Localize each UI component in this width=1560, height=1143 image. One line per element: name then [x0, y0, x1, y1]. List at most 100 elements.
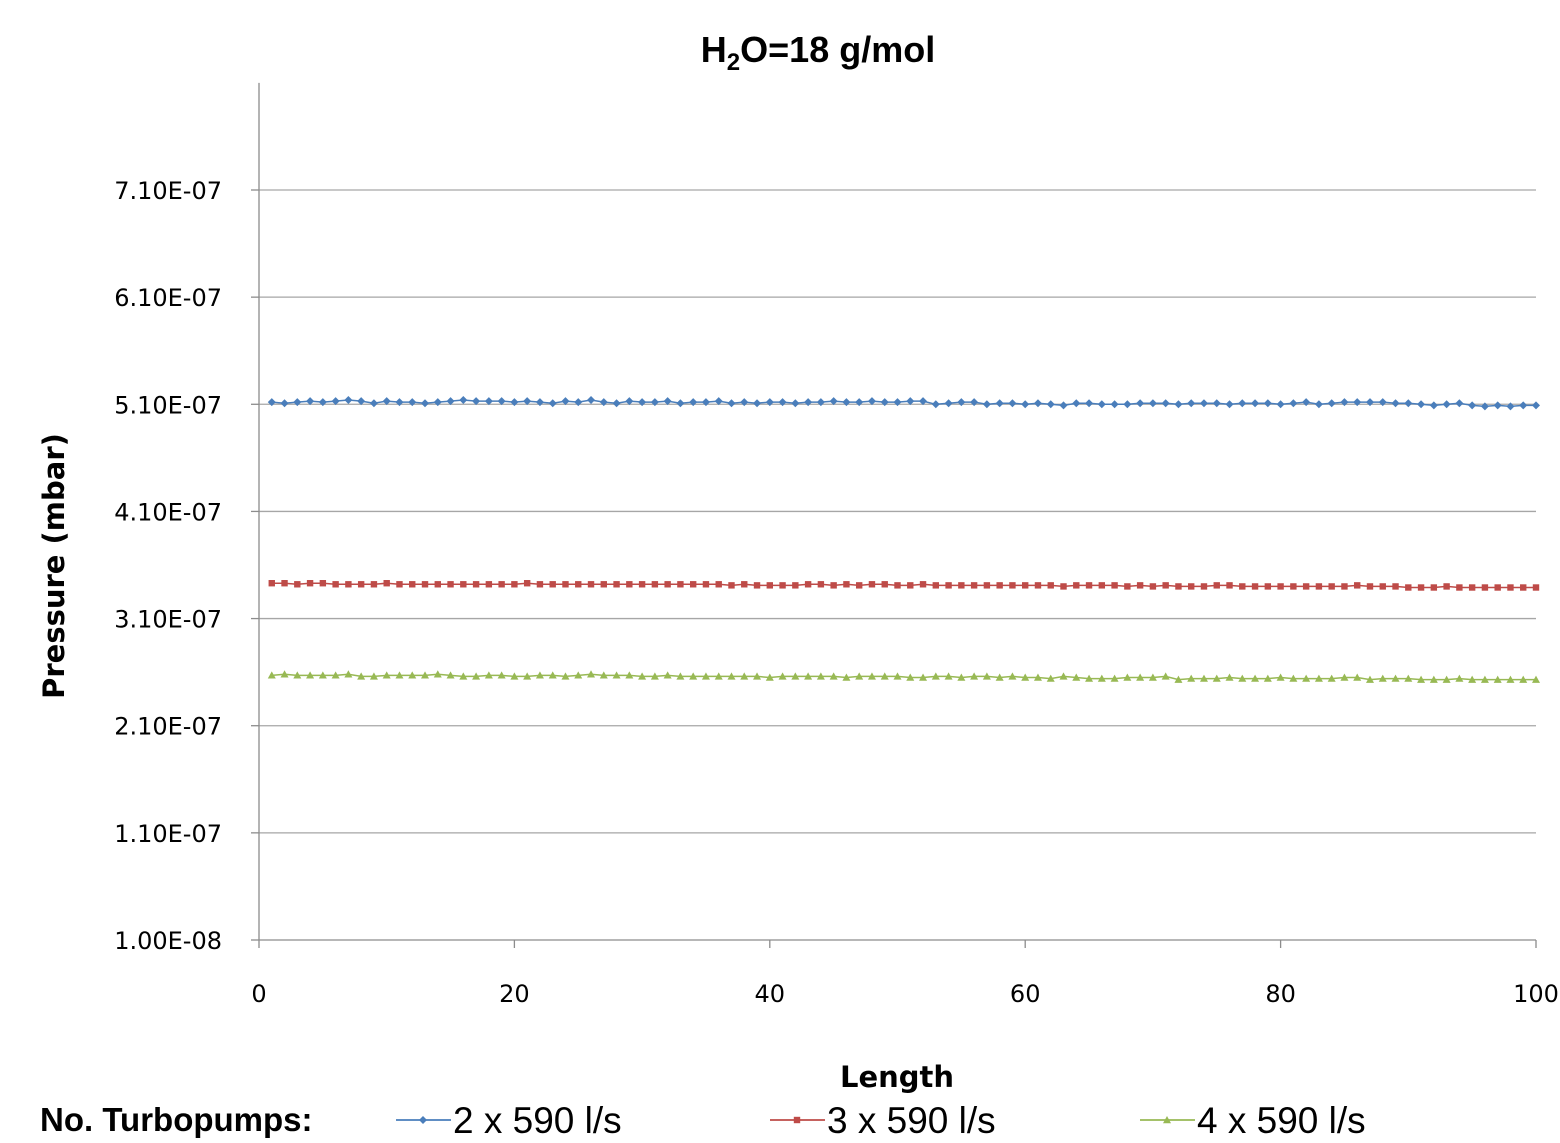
data-point	[1009, 582, 1016, 589]
data-point	[331, 671, 340, 679]
data-point	[1046, 674, 1055, 682]
data-point	[829, 397, 838, 406]
legend-label: 3 x 590 l/s	[827, 1100, 996, 1141]
data-point	[1251, 583, 1259, 590]
data-point	[1532, 675, 1540, 683]
data-point	[344, 670, 353, 678]
data-point	[1429, 675, 1438, 683]
data-point	[1085, 582, 1093, 589]
y-tick-label: 5.10E-07	[114, 391, 222, 419]
data-point	[587, 396, 596, 404]
data-point	[523, 397, 532, 406]
chart-title-rest: O=18 g/mol	[740, 29, 935, 70]
data-point	[535, 398, 544, 407]
axes	[251, 82, 1537, 948]
data-point	[1302, 583, 1310, 590]
data-point	[650, 398, 659, 407]
data-point	[548, 671, 557, 679]
data-point	[829, 672, 838, 680]
data-point	[1148, 399, 1157, 408]
data-point	[1327, 674, 1336, 682]
chart-title-subscript: 2	[727, 49, 740, 76]
data-point	[574, 398, 583, 407]
data-point	[1480, 675, 1489, 683]
data-point	[919, 581, 927, 588]
data-point	[1073, 582, 1080, 589]
data-point	[267, 671, 276, 679]
data-point	[433, 670, 442, 678]
data-point	[1404, 674, 1413, 682]
data-point	[510, 672, 519, 680]
data-point	[906, 397, 915, 406]
data-point	[1187, 674, 1196, 682]
data-point	[600, 581, 607, 588]
data-point	[1174, 675, 1183, 683]
data-point	[676, 672, 685, 680]
data-point	[1238, 674, 1247, 682]
data-point	[318, 671, 327, 679]
data-point	[267, 398, 276, 407]
data-point	[1175, 583, 1182, 590]
data-point	[753, 582, 761, 589]
data-point	[1417, 584, 1425, 591]
data-point	[1417, 675, 1426, 683]
data-point	[907, 582, 914, 589]
legend-title: No. Turbopumps:	[40, 1101, 313, 1138]
data-point	[1276, 400, 1285, 409]
legend-item-3: 4 x 590 l/s	[1140, 1100, 1366, 1141]
data-point	[1212, 674, 1221, 682]
data-point	[1429, 401, 1438, 410]
data-point	[944, 399, 953, 408]
data-point	[549, 581, 556, 588]
data-point	[294, 581, 301, 588]
data-point	[1033, 399, 1042, 408]
data-point	[983, 582, 991, 589]
data-point	[957, 398, 966, 407]
data-point	[306, 671, 315, 679]
data-point	[1493, 401, 1502, 410]
data-point	[497, 397, 506, 406]
y-tick-label: 3.10E-07	[114, 606, 222, 634]
data-point	[1213, 582, 1220, 589]
data-point	[1187, 399, 1196, 408]
data-point	[1314, 400, 1323, 409]
data-point	[1277, 583, 1284, 590]
data-point	[1366, 583, 1374, 590]
data-point	[816, 398, 825, 407]
data-point	[396, 581, 403, 588]
data-point	[1225, 673, 1234, 681]
data-point	[957, 673, 966, 681]
data-point	[1340, 673, 1349, 681]
data-point	[599, 398, 608, 407]
data-point	[1200, 583, 1208, 590]
data-point	[791, 399, 800, 408]
data-point	[447, 581, 454, 588]
data-point	[612, 671, 621, 679]
data-point	[1341, 583, 1348, 590]
data-point	[753, 672, 762, 680]
data-point	[1046, 400, 1055, 409]
x-tick-labels: 0 20 40 60 80 100	[251, 980, 1559, 1008]
data-point	[779, 582, 786, 589]
data-point	[548, 399, 557, 408]
data-point	[459, 396, 468, 404]
x-axis-title: Length	[840, 1060, 954, 1094]
data-point	[1494, 584, 1501, 591]
data-point	[793, 1116, 801, 1124]
data-point	[1506, 402, 1515, 411]
data-point	[1060, 583, 1067, 590]
data-point	[1047, 582, 1054, 589]
data-point	[1480, 402, 1489, 411]
data-point	[944, 672, 953, 680]
data-point	[523, 580, 531, 587]
data-point	[880, 398, 889, 407]
data-point	[1264, 583, 1272, 590]
data-point	[1199, 399, 1208, 408]
data-point	[1097, 674, 1106, 682]
data-point	[1123, 400, 1132, 409]
data-point	[498, 581, 505, 588]
data-point	[1378, 398, 1387, 407]
legend-label: 2 x 590 l/s	[453, 1100, 622, 1141]
data-point	[383, 580, 390, 587]
